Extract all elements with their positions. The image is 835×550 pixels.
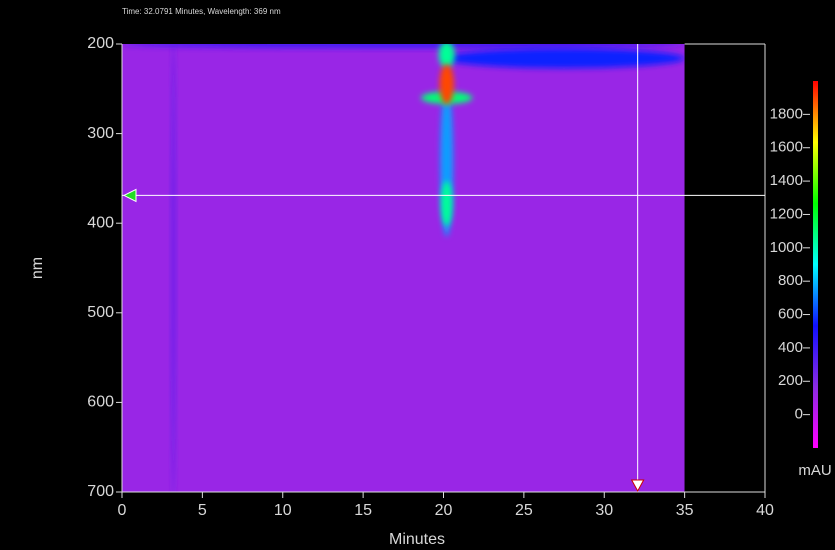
heatmap — [122, 44, 685, 492]
heat-spot — [441, 181, 453, 226]
x-tick-label: 30 — [595, 502, 613, 519]
colorbar-tick-label: 400 — [778, 339, 803, 356]
y-tick-label: 600 — [87, 394, 114, 411]
x-axis-label: Minutes — [389, 531, 445, 548]
y-tick-label: 200 — [87, 35, 114, 52]
heat-spot — [171, 44, 176, 492]
y-tick-label: 500 — [87, 304, 114, 321]
heat-spot — [439, 64, 454, 105]
x-tick-label: 25 — [515, 502, 533, 519]
colorbar-label: mAU — [798, 462, 831, 479]
heat-spot — [443, 48, 685, 69]
heat-spot — [438, 44, 455, 69]
x-tick-label: 40 — [756, 502, 774, 519]
colorbar-tick-label: 1000 — [770, 239, 803, 256]
header: Time: 32.0791 Minutes, Wavelength: 369 n… — [122, 7, 281, 16]
y-tick-label: 700 — [87, 483, 114, 500]
colorbar-tick-label: 0 — [795, 406, 803, 423]
colorbar-tick-label: 800 — [778, 272, 803, 289]
colorbar-tick-label: 600 — [778, 306, 803, 323]
colorbar-tick-label: 1600 — [770, 139, 803, 156]
y-tick-label: 300 — [87, 125, 114, 142]
y-axis-label: nm — [29, 257, 46, 279]
x-tick-label: 20 — [435, 502, 453, 519]
colorbar-tick-label: 200 — [778, 372, 803, 389]
cursor-time-marker — [630, 479, 645, 493]
x-tick-label: 5 — [198, 502, 207, 519]
colorbar-tick-label: 1200 — [770, 205, 803, 222]
x-tick-label: 35 — [676, 502, 694, 519]
heat-spot — [122, 44, 685, 49]
colorbar-tick-label: 1800 — [770, 105, 803, 122]
x-tick-label: 15 — [354, 502, 372, 519]
x-tick-label: 0 — [118, 502, 127, 519]
cursor-wavelength-marker — [122, 188, 137, 203]
y-tick-label: 400 — [87, 214, 114, 231]
x-tick-label: 10 — [274, 502, 292, 519]
colorbar — [813, 81, 818, 448]
heatmap-background — [122, 44, 685, 492]
colorbar-tick-label: 1400 — [770, 172, 803, 189]
